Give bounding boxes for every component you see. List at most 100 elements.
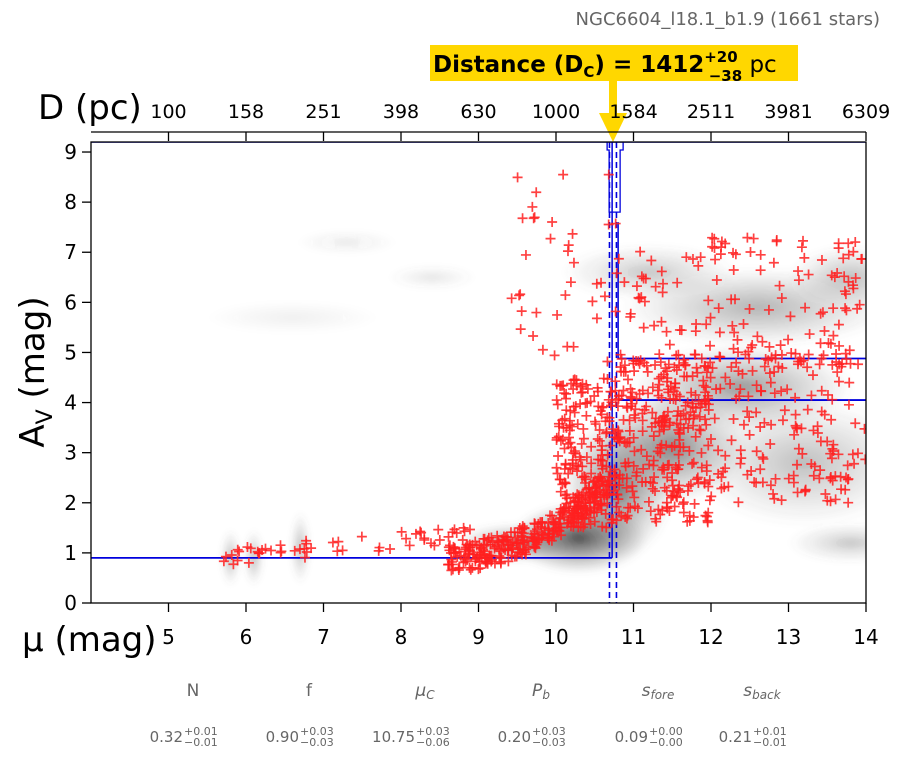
data-point [465,564,476,575]
data-point [557,506,568,517]
data-point [688,457,699,468]
data-point [703,393,714,404]
data-point [803,349,814,360]
data-point [764,341,775,352]
data-point [577,461,588,472]
data-point [549,350,560,361]
data-point [848,283,859,294]
data-point [705,433,716,444]
data-point [693,260,704,271]
data-point [687,402,698,413]
data-point [701,367,712,378]
data-point [467,562,478,573]
data-point [631,281,642,292]
data-point [625,311,636,322]
data-point [638,463,649,474]
data-point [528,213,539,224]
param-name: sfore [642,681,675,702]
data-point [641,401,652,412]
data-point [396,526,407,537]
param-subscript: back [752,688,782,702]
data-point [705,340,716,351]
data-point [551,462,562,473]
data-point [774,280,785,291]
data-point [659,415,670,426]
data-point [493,535,504,546]
data-point [516,530,527,541]
data-point [760,353,771,364]
data-point [512,172,523,183]
data-point [600,416,611,427]
data-point [595,454,606,465]
param-name: N [187,681,200,701]
data-point [555,503,566,514]
data-point [232,555,243,566]
data-point [627,398,638,409]
data-point [834,340,845,351]
data-point [830,494,841,505]
data-point [555,522,566,533]
data-point [301,535,312,546]
data-point [770,473,781,484]
data-point [828,445,839,456]
data-point [578,433,589,444]
data-point [613,494,624,505]
data-point [616,366,627,377]
data-point [690,326,701,337]
data-point [819,409,830,420]
distance-value: ) = 1412 [594,52,704,78]
data-point [802,362,813,373]
data-point [613,425,624,436]
data-point [621,401,632,412]
data-point [554,421,565,432]
param-value: 0.32 [150,728,183,746]
data-point [689,349,700,360]
density-blob [205,301,380,334]
data-point [852,448,863,459]
data-point [625,502,636,513]
data-point [759,361,770,372]
density-blob [388,265,476,290]
data-point [579,471,590,482]
data-point [629,446,640,457]
data-point [479,533,490,544]
data-point [593,480,604,491]
data-point [602,477,613,488]
data-point [843,497,854,508]
data-point [461,539,472,550]
data-point [856,254,866,265]
data-point [563,240,574,251]
param-value: 0.20 [498,728,531,746]
data-point [664,339,675,350]
data-point [567,454,578,465]
data-point [716,472,727,483]
data-point [637,477,648,488]
data-point [730,249,741,260]
data-point [638,322,649,333]
param-plus-error: +0.01 [753,725,787,738]
data-point [658,424,669,435]
param-minus-error: −0.01 [184,736,218,749]
data-point [508,542,519,553]
data-point [669,486,680,497]
data-point [771,235,782,246]
density-blob [562,244,736,301]
data-point [678,408,689,419]
data-point [586,468,597,479]
data-point [744,429,755,440]
data-point [675,419,686,430]
data-point [840,303,851,314]
data-point [646,255,657,266]
data-point [732,334,743,345]
data-point [769,388,780,399]
y-axis-label-sub: V [33,409,58,424]
data-point [744,353,755,364]
data-point [755,385,766,396]
data-point [545,510,556,521]
data-point [559,413,570,424]
data-point [653,504,664,515]
param-symbol: f [306,681,313,701]
data-point [649,472,660,483]
data-point [769,493,780,504]
